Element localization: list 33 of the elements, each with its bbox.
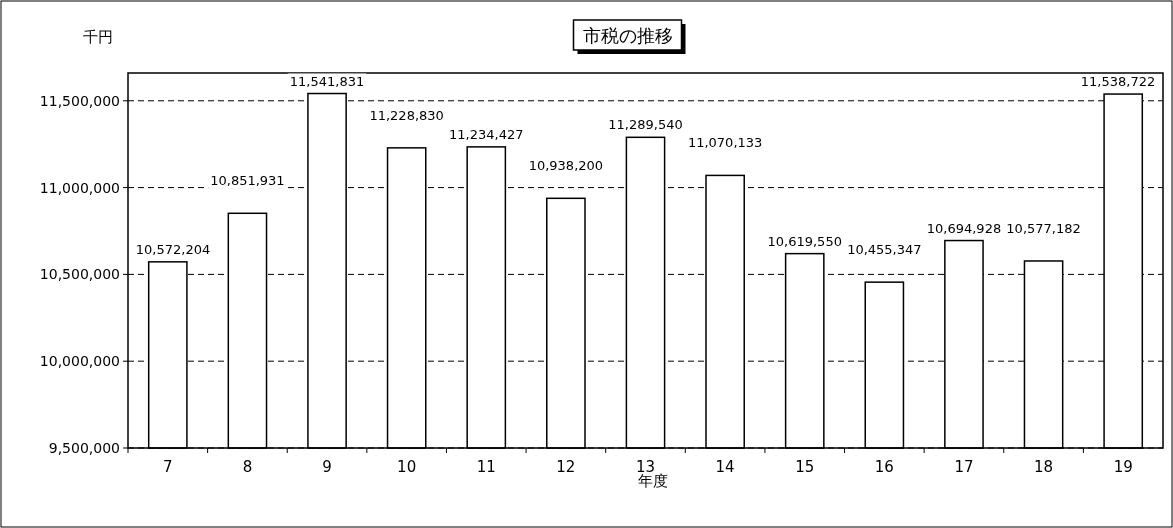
data-label: 11,234,427	[449, 126, 524, 142]
data-label: 10,572,204	[135, 241, 211, 257]
x-tick-label: 8	[242, 458, 253, 476]
data-label: 10,577,182	[1006, 220, 1081, 236]
data-label: 11,289,540	[608, 117, 683, 133]
x-axis-title: 年度	[637, 472, 668, 490]
data-label: 11,538,722	[1080, 74, 1156, 90]
x-tick-label: 12	[556, 458, 576, 476]
chart-title: 市税の推移	[582, 25, 673, 46]
data-label: 10,619,550	[767, 233, 842, 249]
x-tick-label: 11	[476, 458, 496, 476]
x-tick-label: 9	[322, 458, 332, 476]
x-tick-label: 18	[1034, 458, 1054, 476]
data-label: 10,851,931	[210, 173, 285, 189]
data-label: 10,455,347	[847, 242, 922, 258]
x-tick-label: 7	[163, 458, 173, 476]
y-tick-label: 11,500,000	[39, 92, 120, 109]
x-tick-label: 15	[795, 458, 815, 476]
y-tick-label: 11,000,000	[39, 179, 120, 196]
y-tick-label: 10,500,000	[39, 266, 120, 283]
x-tick-label: 10	[397, 458, 417, 476]
y-axis-title: 千円	[83, 28, 113, 46]
x-tick-label: 17	[954, 458, 974, 476]
x-tick-label: 14	[715, 458, 735, 476]
data-label: 10,938,200	[528, 158, 604, 174]
y-tick-label: 9,500,000	[48, 440, 120, 456]
data-label: 11,541,831	[289, 73, 365, 89]
x-tick-label: 16	[874, 458, 894, 476]
data-label: 11,228,830	[369, 107, 444, 123]
data-label: 10,694,928	[926, 220, 1002, 236]
x-tick-label: 19	[1113, 458, 1133, 476]
y-tick-label: 10,000,000	[39, 353, 120, 370]
data-label: 11,070,133	[687, 135, 763, 151]
